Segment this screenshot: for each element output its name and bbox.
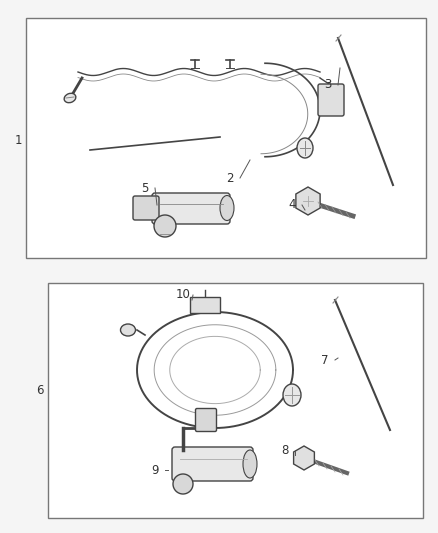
Circle shape — [173, 474, 193, 494]
Ellipse shape — [283, 384, 301, 406]
Text: 7: 7 — [321, 353, 329, 367]
Ellipse shape — [297, 138, 313, 158]
Text: 8: 8 — [281, 443, 289, 456]
Text: 5: 5 — [141, 182, 148, 195]
Text: 1: 1 — [14, 133, 22, 147]
FancyBboxPatch shape — [133, 196, 159, 220]
Bar — [48, 283, 423, 518]
FancyBboxPatch shape — [195, 408, 216, 432]
Bar — [26, 18, 426, 258]
FancyBboxPatch shape — [318, 84, 344, 116]
Text: 9: 9 — [151, 464, 159, 477]
FancyBboxPatch shape — [152, 193, 230, 224]
Text: 2: 2 — [226, 172, 234, 184]
Ellipse shape — [120, 324, 135, 336]
Ellipse shape — [243, 450, 257, 478]
Ellipse shape — [64, 93, 76, 103]
Text: 6: 6 — [36, 384, 44, 397]
Text: 10: 10 — [176, 288, 191, 302]
Ellipse shape — [220, 196, 234, 221]
Text: 4: 4 — [288, 198, 296, 212]
Polygon shape — [296, 187, 320, 215]
FancyBboxPatch shape — [190, 297, 220, 313]
Polygon shape — [293, 446, 314, 470]
Text: 3: 3 — [324, 78, 332, 92]
FancyBboxPatch shape — [172, 447, 253, 481]
Circle shape — [154, 215, 176, 237]
